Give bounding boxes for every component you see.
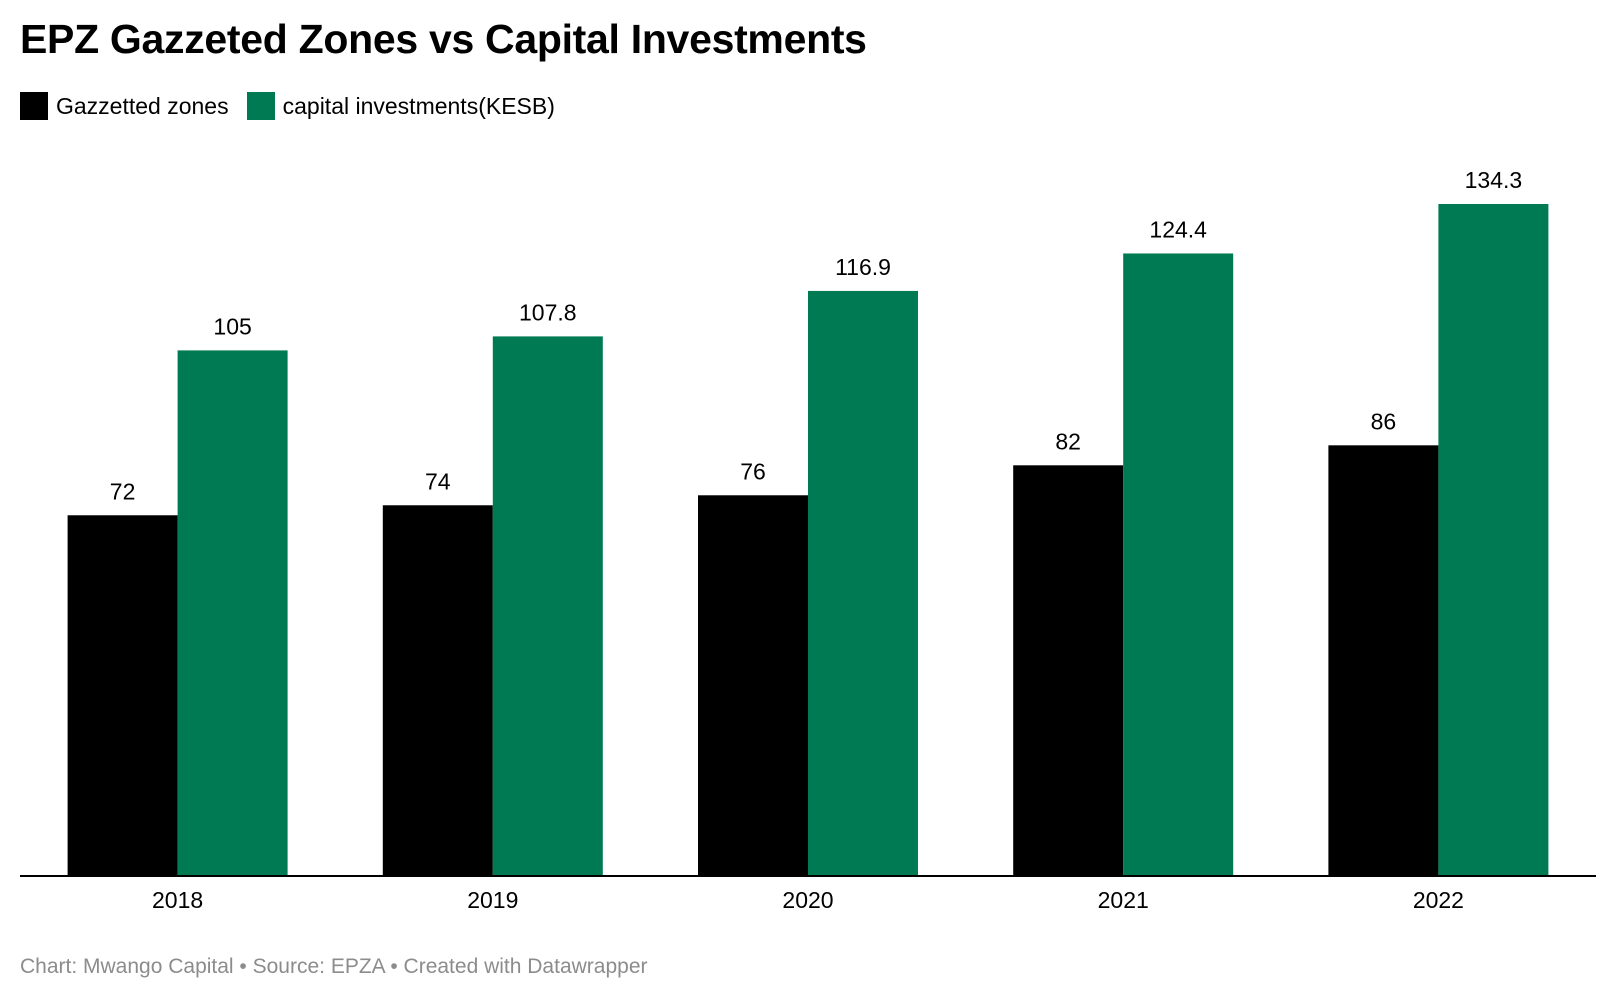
legend-label-capital-investments: capital investments(KESB) [282, 92, 555, 119]
x-tick-labels-group: 2018 2019 2020 2021 2022 [152, 887, 1464, 913]
legend-swatch-capital-investments [246, 92, 275, 120]
value-labels-group: 72 105 74 107.8 76 116.9 82 124.4 86 134.3 [110, 167, 1522, 504]
bar-capital-investments-kesb-2018 [177, 350, 288, 875]
bar-gazzetted-zones-2022 [1328, 445, 1439, 875]
chart-title: EPZ Gazzeted Zones vs Capital Investment… [20, 16, 867, 62]
bar-capital-investments-kesb-2021 [1123, 253, 1234, 875]
value-label-gazzetted-zones-2018: 72 [110, 478, 136, 504]
value-label-capital-investments-kesb-2020: 116.9 [835, 254, 891, 280]
x-tick-label-2019: 2019 [467, 887, 518, 913]
legend-swatch-gazzetted-zones [20, 92, 48, 120]
bar-capital-investments-kesb-2020 [808, 290, 918, 876]
value-label-gazzetted-zones-2019: 74 [425, 468, 451, 494]
value-label-capital-investments-kesb-2019: 107.8 [519, 299, 577, 325]
bar-gazzetted-zones-2021 [1013, 465, 1124, 875]
bar-capital-investments-kesb-2022 [1438, 204, 1549, 875]
value-label-gazzetted-zones-2021: 82 [1055, 428, 1081, 454]
value-label-capital-investments-kesb-2021: 124.4 [1149, 216, 1207, 242]
x-tick-label-2020: 2020 [782, 887, 833, 913]
value-label-gazzetted-zones-2022: 86 [1371, 408, 1397, 434]
bar-gazzetted-zones-2019 [382, 505, 493, 875]
x-tick-label-2022: 2022 [1413, 887, 1464, 913]
legend-label-gazzetted-zones: Gazzetted zones [56, 92, 229, 119]
x-tick-label-2021: 2021 [1098, 887, 1149, 913]
bars-group [67, 204, 1549, 876]
value-label-capital-investments-kesb-2018: 105 [213, 313, 251, 339]
x-tick-label-2018: 2018 [152, 887, 203, 913]
chart-footer: Chart: Mwango Capital • Source: EPZA • C… [20, 955, 648, 978]
legend-item-gazzetted-zones: Gazzetted zones [20, 92, 229, 120]
value-label-capital-investments-kesb-2022: 134.3 [1465, 167, 1523, 193]
bar-capital-investments-kesb-2019 [492, 336, 603, 875]
legend-item-capital-investments: capital investments(KESB) [246, 92, 555, 120]
legend: Gazzetted zones capital investments(KESB… [20, 92, 573, 120]
value-label-gazzetted-zones-2020: 76 [740, 458, 766, 484]
bar-gazzetted-zones-2020 [698, 495, 808, 875]
bar-gazzetted-zones-2018 [67, 515, 178, 875]
